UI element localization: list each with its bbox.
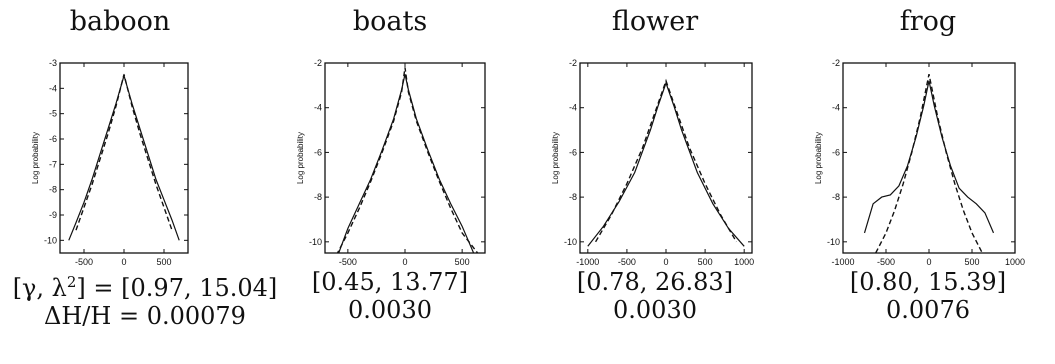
chart-title: flower [611,6,699,37]
histogram-line [863,80,995,234]
chart-title: baboon [69,6,171,37]
chart-svg: -2 -4 -6 -8 -10 -1000 -500 0 500 1000 Log probabil… [814,58,1025,265]
fit-curve-dashed [594,78,738,243]
stats-block: [0.45, 13.77] 0.0030 [285,268,495,324]
entropy-value: 0.0076 [886,296,970,324]
chart-title: frog [899,6,957,37]
x-tick-label: 0 [402,257,407,265]
x-tick-label: -500 [618,257,636,265]
histogram-line [68,73,180,241]
y-tick-label: -10 [827,237,840,247]
y-tick-label: -2 [314,58,322,68]
y-tick-label: -10 [564,237,577,247]
x-tick-label: -1000 [831,257,854,265]
fit-curve-dashed [336,67,479,253]
x-tick-label: 0 [926,257,931,265]
entropy-value: 0.0030 [348,296,432,324]
stats-block: [0.80, 15.39] 0.0076 [803,268,1053,324]
histogram-line [587,81,745,247]
panel-frog: frog -2 -4 -6 -8 -10 -1000 -500 0 500 1000 Log pro… [803,0,1053,364]
y-axis-label: Log probability [551,132,560,184]
y-tick-label: -4 [832,103,840,113]
y-tick-label: -2 [832,58,840,68]
x-tick-label: -500 [877,257,895,265]
entropy-value: 0.00079 [146,302,246,330]
y-tick-label: -7 [49,159,57,169]
y-tick-label: -4 [569,103,577,113]
plot-frame [59,62,189,254]
histogram-line [338,74,475,253]
panel-baboon: baboon -3 -4 -5 -6 -7 -8 -9 -10 -500 0 500 Log prob… [13,0,280,364]
params-value: [0.45, 13.77] [311,268,469,296]
params-value: [0.78, 26.83] [576,268,734,296]
y-tick-label: -8 [569,192,577,202]
chart-svg: -3 -4 -5 -6 -7 -8 -9 -10 -500 0 500 Log probability [31,58,189,265]
params-prefix: [γ, λ [12,274,67,302]
x-tick-label: -500 [75,257,93,265]
y-tick-label: -9 [49,210,57,220]
x-tick-label: 500 [964,257,979,265]
params-mid: ] = [76,274,122,302]
y-tick-label: -6 [569,147,577,157]
y-tick-label: -8 [49,185,57,195]
y-tick-label: -10 [44,235,57,245]
x-tick-label: -1000 [576,257,599,265]
y-tick-label: -8 [832,192,840,202]
y-tick-label: -6 [49,134,57,144]
y-tick-label: -4 [49,83,57,93]
x-tick-label: 1000 [734,257,754,265]
params-line: [γ, λ2] = [0.97, 15.04] [12,273,278,302]
entropy-value: 0.0030 [613,296,697,324]
y-tick-label: -2 [569,58,577,68]
chart-svg: -2 -4 -6 -8 -10 -1000 -500 0 500 1000 Log probabil… [551,58,754,265]
entropy-prefix: ΔH/H = [44,302,147,330]
stats-block: [γ, λ2] = [0.97, 15.04] ΔH/H = 0.00079 [0,268,290,330]
fit-curve-dashed [875,74,983,253]
panel-flower: flower -2 -4 -6 -8 -10 -1000 -500 0 500 1000 Log p… [540,0,770,364]
chart-title: boats [352,6,428,37]
x-tick-label: 0 [121,257,126,265]
panel-boats: boats -2 -4 -6 -8 -10 -500 0 500 Log probability… [285,0,495,364]
stats-block: [0.78, 26.83] 0.0030 [540,268,770,324]
entropy-line: ΔH/H = 0.00079 [0,302,290,330]
chart-svg: -2 -4 -6 -8 -10 -500 0 500 Log probability [296,58,486,265]
y-axis-label: Log probability [296,132,305,184]
params-value: [0.80, 15.39] [849,268,1007,296]
plot-frame [842,62,1016,254]
y-tick-label: -6 [832,147,840,157]
x-tick-label: 500 [455,257,470,265]
x-tick-label: 1000 [1005,257,1025,265]
y-tick-label: -5 [49,109,57,119]
x-tick-label: 500 [698,257,713,265]
y-tick-label: -8 [314,192,322,202]
y-tick-label: -3 [49,58,57,68]
fit-curve-dashed [75,74,173,231]
y-tick-label: -10 [309,237,322,247]
params-value: [0.97, 15.04] [121,274,278,302]
x-tick-label: 500 [156,257,171,265]
y-axis-label: Log probability [814,132,823,184]
y-tick-label: -4 [314,103,322,113]
y-tick-label: -6 [314,147,322,157]
y-axis-label: Log probability [31,132,40,184]
x-tick-label: 0 [663,257,668,265]
x-tick-label: -500 [339,257,357,265]
